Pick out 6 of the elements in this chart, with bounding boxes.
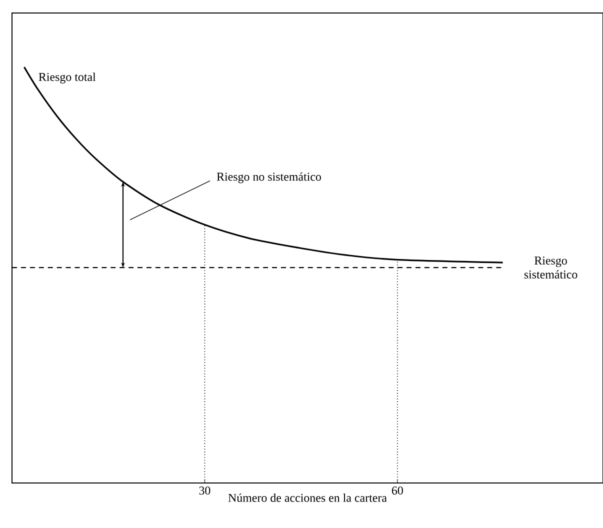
x-axis-title: Número de acciones en la cartera (228, 493, 387, 502)
x-tick-label: 30 (199, 486, 210, 495)
x-tick-label: 60 (392, 486, 403, 495)
ref-line-label: Riesgo sistemático (524, 256, 578, 279)
annotation: Riesgo total (38, 72, 96, 84)
annotation: Riesgo no sistemático (216, 172, 321, 184)
